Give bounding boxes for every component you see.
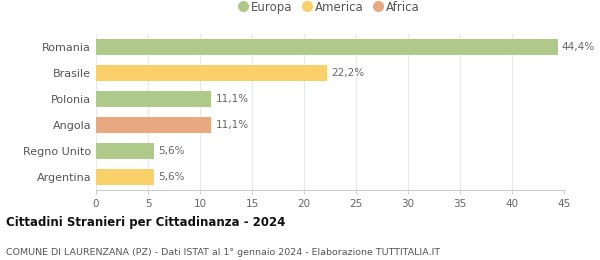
Bar	[96, 143, 154, 159]
Bar	[96, 117, 211, 133]
Text: 5,6%: 5,6%	[158, 172, 185, 182]
Bar	[96, 39, 558, 55]
Text: 11,1%: 11,1%	[215, 94, 249, 104]
Bar	[96, 65, 327, 81]
Text: Cittadini Stranieri per Cittadinanza - 2024: Cittadini Stranieri per Cittadinanza - 2…	[6, 216, 286, 229]
Text: 22,2%: 22,2%	[331, 68, 364, 78]
Text: 5,6%: 5,6%	[158, 146, 185, 156]
Text: 44,4%: 44,4%	[562, 42, 595, 52]
Bar	[96, 91, 211, 107]
Text: 11,1%: 11,1%	[215, 120, 249, 130]
Text: COMUNE DI LAURENZANA (PZ) - Dati ISTAT al 1° gennaio 2024 - Elaborazione TUTTITA: COMUNE DI LAURENZANA (PZ) - Dati ISTAT a…	[6, 248, 440, 257]
Legend: Europa, America, Africa: Europa, America, Africa	[236, 0, 424, 18]
Bar	[96, 169, 154, 185]
